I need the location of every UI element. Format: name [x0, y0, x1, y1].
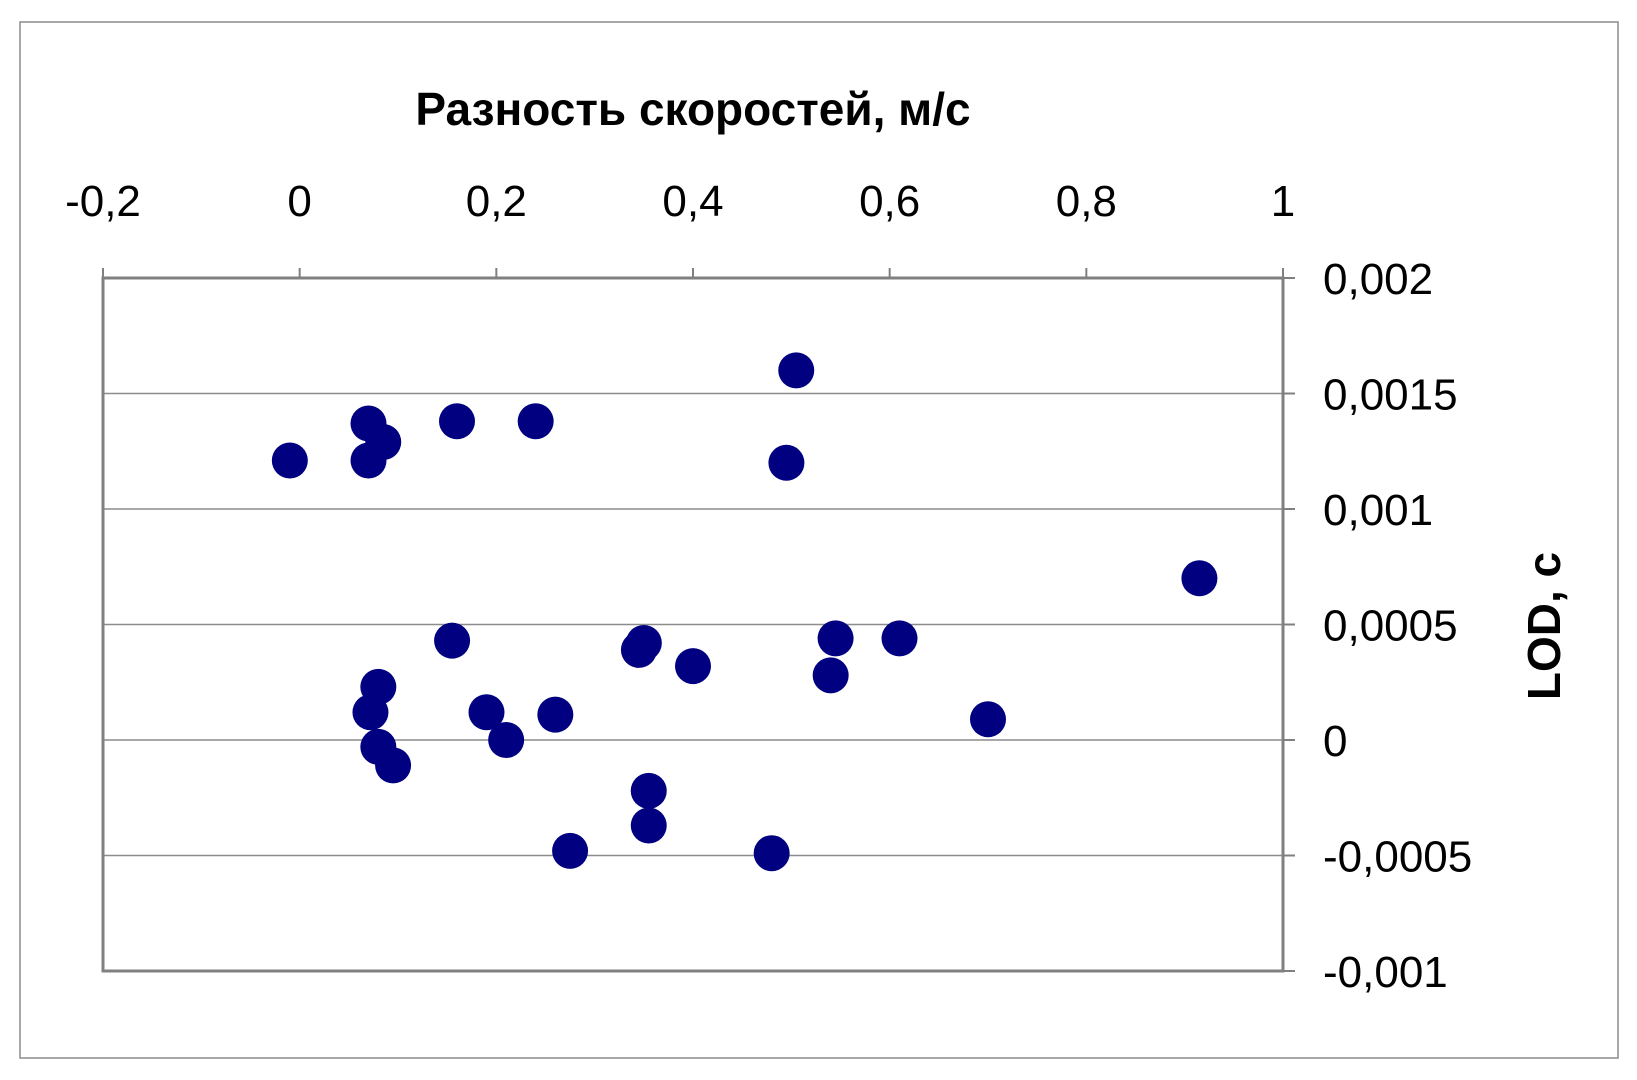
data-point — [352, 694, 389, 731]
y-tick-label: 0,001 — [1323, 486, 1433, 535]
data-point — [812, 657, 849, 694]
x-tick-label: 0,2 — [466, 177, 527, 226]
y-tick-label: 0,0015 — [1323, 371, 1458, 420]
data-point — [375, 747, 412, 784]
data-point — [439, 403, 475, 440]
data-point — [970, 701, 1006, 738]
data-point — [552, 832, 589, 869]
data-point — [271, 442, 308, 479]
x-tick-label: 1 — [1271, 177, 1295, 226]
data-point — [488, 722, 525, 758]
x-axis-title: Разность скоростей, м/с — [415, 83, 970, 135]
data-point — [881, 620, 918, 657]
x-tick-label: 0,6 — [859, 177, 920, 226]
data-point — [1181, 560, 1218, 597]
x-tick-label: 0 — [287, 177, 311, 226]
y-tick-label: 0,002 — [1323, 255, 1433, 304]
data-point — [753, 835, 790, 872]
x-tick-label: 0,8 — [1056, 177, 1117, 226]
x-axis-ticks: -0,2 0 0,2 0,4 0,6 0,8 1 — [65, 177, 1295, 278]
gridlines — [103, 392, 1283, 857]
y-tick-label: -0,0005 — [1323, 833, 1472, 882]
x-tick-label: 0,4 — [662, 177, 723, 226]
y-tick-label: -0,001 — [1323, 948, 1448, 997]
data-points — [271, 352, 1218, 872]
data-point — [675, 648, 711, 685]
x-tick-label: -0,2 — [65, 177, 141, 226]
data-point — [468, 694, 505, 731]
data-point — [517, 403, 554, 440]
y-tick-label: 0 — [1323, 717, 1347, 766]
data-point — [630, 807, 667, 844]
y-axis-ticks: 0,002 0,0015 0,001 0,0005 0 -0,0005 -0,001 — [1283, 255, 1472, 997]
y-tick-label: 0,0005 — [1323, 602, 1458, 651]
data-point — [434, 622, 471, 659]
data-point — [778, 352, 815, 389]
data-point — [630, 772, 667, 809]
data-point — [817, 620, 854, 657]
data-point — [768, 444, 805, 481]
chart-frame — [19, 21, 1619, 1059]
y-axis-title: LOD, с — [1518, 552, 1570, 700]
data-point — [350, 442, 387, 479]
data-point — [537, 696, 574, 733]
data-point — [620, 631, 657, 668]
